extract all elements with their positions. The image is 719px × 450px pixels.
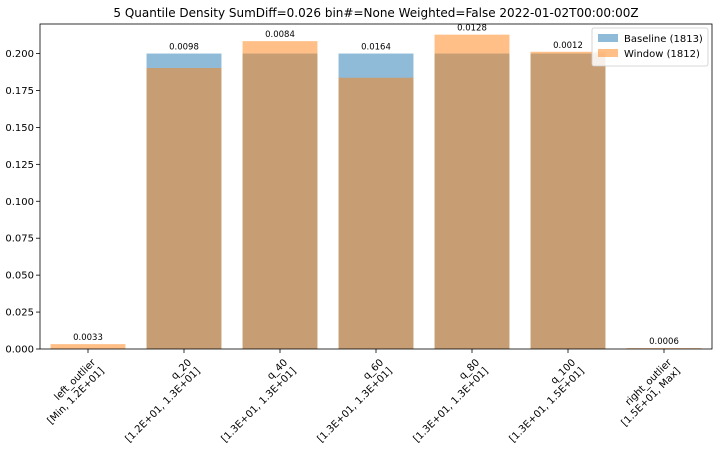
bar-label-3: 0.0164 (361, 43, 391, 53)
x-tick-label-4: q_80[1.3E+01, 1.3E+01] (403, 357, 491, 445)
y-tick-label-1: 0.025 (5, 308, 34, 319)
x-tick-label-line-3-1: [1.3E+01, 1.3E+01] (316, 366, 395, 445)
bar-labels: 0.0033 0.0098 0.0084 0.0164 0.0128 0.0012 0.00… (73, 24, 679, 347)
bar-label-5: 0.0012 (553, 41, 583, 51)
bar-label-1: 0.0098 (169, 43, 199, 53)
legend-swatch-1 (598, 49, 618, 57)
bar-series-1-0 (50, 344, 126, 350)
bar-series-1-6 (626, 348, 702, 349)
y-tick-label-0: 0.000 (5, 345, 34, 356)
legend-label-1: Window (1812) (624, 49, 700, 60)
legend: Baseline (1813) Window (1812) (591, 27, 709, 67)
chart-title: 5 Quantile Density SumDiff=0.026 bin#=No… (113, 6, 638, 20)
bar-label-0: 0.0033 (73, 333, 103, 343)
bar-series-1-2 (242, 41, 318, 349)
x-tick-label-2: q_40[1.3E+01, 1.3E+01] (211, 357, 299, 445)
bars (50, 34, 702, 350)
x-tick-label-0: left_outlier[Min, 1.2E+01] (37, 357, 107, 427)
x-tick-label-1: q_20[1.2E+01, 1.3E+01] (115, 357, 203, 445)
bar-label-2: 0.0084 (265, 30, 295, 40)
y-tick-label-2: 0.050 (5, 271, 34, 282)
bar-series-1-4 (434, 34, 510, 349)
bar-label-4: 0.0128 (457, 24, 487, 34)
y-tick-label-7: 0.175 (5, 86, 34, 97)
y-tick-label-8: 0.200 (5, 49, 34, 60)
y-tick-label-4: 0.100 (5, 197, 34, 208)
y-tick-label-3: 0.075 (5, 234, 34, 245)
legend-label-0: Baseline (1813) (624, 34, 703, 45)
bar-series-1-5 (530, 51, 606, 350)
bar-label-6: 0.0006 (649, 337, 679, 347)
x-tick-label-5: q_100[1.3E+01, 1.5E+01] (499, 357, 587, 445)
legend-box (591, 27, 709, 67)
y-axis: 0.000 0.025 0.050 0.075 0.100 0.125 0.150 0.175… (5, 49, 40, 356)
x-tick-label-line-4-1: [1.3E+01, 1.3E+01] (412, 366, 491, 445)
bar-series-1-1 (146, 68, 222, 350)
y-tick-label-6: 0.150 (5, 123, 34, 134)
x-tick-label-line-5-1: [1.3E+01, 1.5E+01] (508, 366, 587, 445)
legend-swatch-0 (598, 34, 618, 42)
x-tick-label-6: right_outlier[1.5E+01, Max] (611, 357, 683, 429)
bar-series-1-3 (338, 77, 414, 350)
x-tick-label-line-2-1: [1.3E+01, 1.3E+01] (220, 366, 299, 445)
x-axis: left_outlier[Min, 1.2E+01] q_20[1.2E+01, … (37, 349, 683, 445)
x-tick-label-3: q_60[1.3E+01, 1.3E+01] (307, 357, 395, 445)
x-tick-label-line-1-1: [1.2E+01, 1.3E+01] (124, 366, 203, 445)
y-tick-label-5: 0.125 (5, 160, 34, 171)
